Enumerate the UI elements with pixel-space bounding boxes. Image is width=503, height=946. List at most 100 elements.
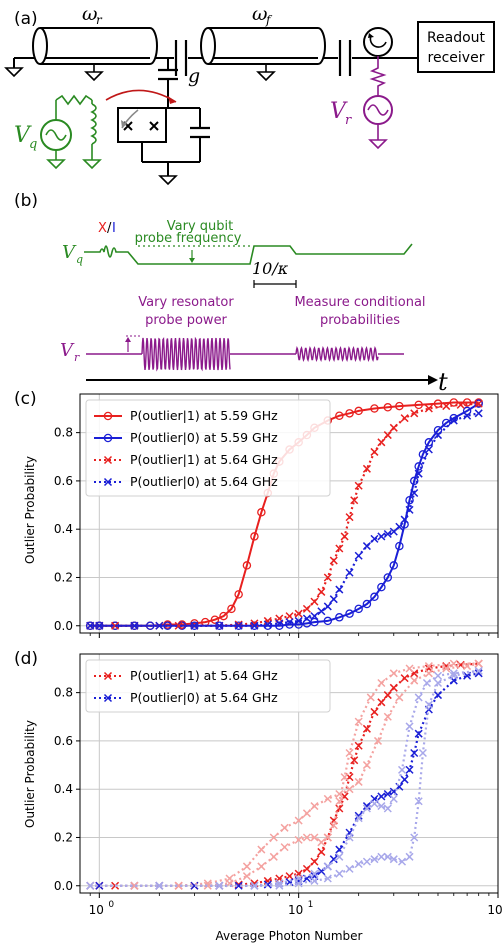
legend-label: P(outlier|1) at 5.59 GHz bbox=[130, 408, 278, 423]
data-point bbox=[377, 792, 386, 801]
data-point bbox=[86, 621, 95, 630]
y-tick-label: 0.4 bbox=[54, 782, 73, 796]
data-point bbox=[383, 804, 392, 813]
panel-c: (c) Outlier Probability 0.0 0.2 0.4 0.6 0.8 P… bbox=[14, 389, 499, 638]
data-point bbox=[414, 693, 423, 702]
ylabel-c: Outlier Probability bbox=[23, 456, 37, 564]
y-tick-label: 0.8 bbox=[54, 426, 73, 440]
data-point bbox=[377, 582, 386, 592]
data-point bbox=[414, 797, 423, 806]
data-point bbox=[362, 464, 371, 473]
legend-box bbox=[85, 659, 331, 713]
omega-f-label: ω bbox=[252, 3, 268, 25]
panel-label-d: (d) bbox=[14, 649, 38, 669]
panel-b: (b) X / I V q Vary qubit probe frequency… bbox=[14, 191, 448, 396]
resonator-omega-f: ω f bbox=[200, 3, 326, 82]
data-point bbox=[323, 833, 332, 842]
data-point bbox=[257, 845, 266, 854]
data-point bbox=[377, 698, 386, 707]
data-point bbox=[310, 869, 319, 878]
data-point bbox=[433, 678, 443, 688]
data-point bbox=[234, 621, 243, 630]
data-point bbox=[383, 431, 392, 440]
data-point bbox=[302, 809, 311, 818]
data-point bbox=[302, 604, 311, 613]
chart-d: 0.00.20.40.60.8100101102P(outlier|1) at … bbox=[54, 653, 503, 917]
data-point bbox=[345, 409, 354, 418]
data-point bbox=[329, 556, 338, 565]
data-point bbox=[340, 532, 349, 541]
data-point bbox=[335, 804, 344, 813]
legend-marker bbox=[103, 671, 113, 681]
panel-label-b: (b) bbox=[14, 191, 38, 211]
data-point bbox=[250, 881, 259, 890]
kappa-marker: 10/κ bbox=[252, 259, 297, 288]
vr-label: V bbox=[330, 99, 348, 124]
data-point bbox=[383, 712, 392, 721]
data-point bbox=[389, 423, 398, 432]
axes-frame bbox=[79, 653, 499, 894]
data-point bbox=[294, 616, 303, 625]
time-axis-label: t bbox=[438, 368, 448, 396]
data-point bbox=[354, 814, 363, 823]
data-point bbox=[370, 404, 379, 413]
data-point bbox=[354, 741, 363, 750]
data-point bbox=[345, 864, 354, 873]
y-tick-label: 0.2 bbox=[54, 570, 73, 584]
data-point bbox=[354, 777, 363, 786]
legend-label: P(outlier|0) at 5.64 GHz bbox=[130, 474, 278, 489]
data-point bbox=[424, 662, 433, 671]
data-point bbox=[383, 789, 392, 799]
data-point bbox=[345, 748, 354, 758]
omega-r-label: ω bbox=[82, 3, 98, 25]
data-point bbox=[377, 532, 386, 541]
x-tick-label: 10 bbox=[487, 903, 502, 917]
data-point bbox=[335, 544, 344, 553]
data-point bbox=[418, 748, 427, 758]
data-point bbox=[414, 400, 423, 410]
data-point bbox=[433, 671, 443, 680]
data-point bbox=[395, 522, 404, 531]
chart-c: 0.0 0.2 0.4 0.6 0.8 P(outlier|1) at 5.59 GHz P… bbox=[54, 393, 499, 638]
data-point bbox=[433, 431, 443, 440]
series-line bbox=[90, 672, 479, 887]
data-point bbox=[474, 399, 483, 408]
data-point bbox=[174, 881, 183, 890]
data-point bbox=[362, 542, 371, 551]
pulse-slash-label: / bbox=[107, 221, 112, 236]
legend-marker bbox=[103, 433, 113, 443]
data-point bbox=[410, 409, 419, 418]
readout-receiver-box: Readout receiver bbox=[417, 21, 495, 73]
data-point bbox=[370, 592, 379, 602]
data-point bbox=[414, 729, 423, 738]
data-point bbox=[354, 604, 363, 614]
data-point bbox=[350, 756, 359, 765]
data-point bbox=[400, 515, 409, 524]
vq-source: V q bbox=[14, 94, 102, 170]
data-point bbox=[362, 599, 372, 609]
data-point bbox=[329, 855, 338, 864]
data-point bbox=[424, 700, 433, 709]
data-point bbox=[383, 529, 392, 539]
data-point bbox=[433, 399, 443, 408]
data-point bbox=[111, 881, 120, 890]
data-point bbox=[366, 693, 375, 702]
data-point bbox=[449, 659, 458, 668]
series-line bbox=[90, 412, 479, 627]
panel-d: (d) Outlier Probability 0.0 0.2 0.4 0.6 0.8 1… bbox=[14, 649, 503, 943]
data-point bbox=[317, 838, 326, 847]
x-tick-exponent: 0 bbox=[108, 900, 114, 910]
data-point bbox=[433, 691, 443, 700]
data-point bbox=[373, 736, 383, 745]
data-point bbox=[389, 561, 399, 570]
data-point bbox=[354, 717, 363, 726]
data-point bbox=[405, 495, 414, 505]
data-point bbox=[329, 821, 338, 830]
data-point bbox=[280, 843, 289, 852]
panel-label-c: (c) bbox=[14, 389, 37, 409]
data-point bbox=[285, 620, 294, 629]
data-point bbox=[474, 669, 483, 678]
data-point bbox=[474, 409, 483, 418]
data-point bbox=[275, 881, 284, 890]
legend-marker bbox=[103, 411, 113, 421]
